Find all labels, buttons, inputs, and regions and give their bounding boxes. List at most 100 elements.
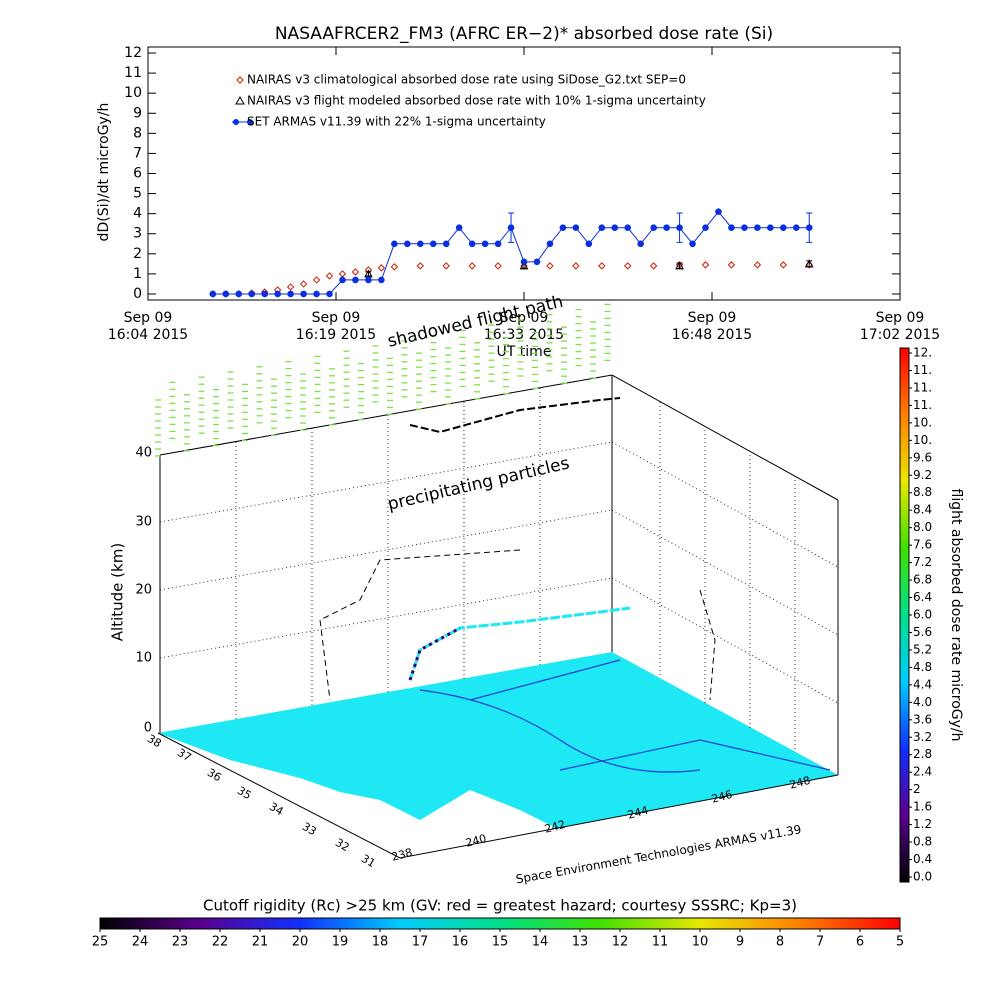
lon-tick: 248 [788,774,812,792]
data-point [222,290,230,298]
colorbars: 0.0 0.4 0.8 1.2 1.6 2 2.4 2.8 3.2 3.6 4.0 4.4 4.8 5.2… [92,346,964,950]
colorbar-tick-label: 2.8 [913,747,932,761]
colorbar-tick-label: 0.0 [913,870,932,884]
colorbar-tick-label: 5 [896,935,904,950]
shadow-path [409,397,621,434]
colorbar-tick-label: 21 [252,935,269,950]
data-point [520,258,528,266]
error-bar [365,271,372,277]
colorbar-tick-label: 10. [913,415,932,429]
data-point [468,240,476,248]
data-point [792,224,800,232]
colorbar-tick-label: 2 [913,782,921,796]
data-point [274,290,281,298]
y-tick-label: 6 [133,166,142,182]
lat-tick: 37 [175,746,194,764]
data-point [352,276,359,284]
colorbar-tick-label: 6.0 [913,608,932,622]
data-point [209,290,217,298]
colorbar-tick-label: 1.6 [913,800,932,814]
data-point [404,240,411,248]
colorbar-tick-label: 11. [913,380,932,394]
data-point [299,280,308,288]
legend-label: NAIRAS v3 flight modeled absorbed dose r… [247,94,706,108]
colorbar-tick-label: 7.2 [913,555,932,569]
colorbar-tick-label: 8.8 [913,485,932,499]
data-point [728,224,735,232]
colorbar-tick-label: 0.4 [913,852,932,866]
data-point [805,224,813,232]
data-point [339,276,346,284]
data-point [235,290,243,298]
x-tick-label: Sep 09 16:33 2015 [484,310,564,343]
alt-tick: 0 [144,721,152,736]
colorbar-tick-label: 10 [692,935,709,950]
data-point [312,276,321,284]
data-point [701,261,710,269]
colorbar-tick-label: 19 [332,935,349,950]
data-point [325,272,334,280]
colorbar-tick-label: 9.2 [913,468,932,482]
data-point [754,224,761,232]
data-point [378,276,385,284]
colorbar-tick-label: 18 [372,935,389,950]
chart-title: NASAAFRCER2_FM3 (AFRC ER−2)* absorbed do… [275,24,773,44]
y-tick-label: 8 [133,125,142,141]
legend-symbol [236,76,244,84]
legend-label: NAIRAS v3 climatological absorbed dose r… [247,73,686,87]
colorbar-tick-label: 10. [913,433,932,447]
x-tick-label: Sep 09 16:04 2015 [108,310,188,343]
projection [319,549,716,701]
data-point [300,290,307,298]
colorbar-tick-label: 7 [816,935,824,950]
data-point [572,262,580,270]
colorbar-tick-label: 6 [856,935,864,950]
y-tick-label: 3 [133,226,142,242]
colorbar-label: Cutoff rigidity (Rc) >25 km (GV: red = g… [203,897,797,915]
data-point [286,283,295,291]
y-tick-label: 5 [133,186,142,202]
data-point [637,240,644,248]
data-point [365,276,372,284]
data-point [261,290,268,298]
alt-tick: 10 [135,651,152,666]
data-point [689,240,696,248]
x-axis-label: UT time [497,344,552,360]
colorbar-tick-label: 0.8 [913,835,932,849]
y-tick-label: 12 [124,45,142,61]
box-3d [157,374,839,859]
colorbar [899,347,910,883]
legend-label: SET ARMAS v11.39 with 22% 1-sigma uncert… [247,115,546,129]
colorbar-tick-label: 2.4 [913,765,932,779]
data-point [675,261,684,270]
data-point [519,261,529,270]
lon-tick: 246 [710,788,734,806]
data-point [598,262,606,270]
colorbar-tick-label: 16 [452,935,469,950]
flight-path [408,606,631,681]
y-tick-label: 9 [133,105,142,121]
alt-tick: 30 [135,515,152,530]
colorbar-tick-label: 11. [913,363,932,377]
y-tick-label: 1 [133,266,142,282]
data-point [559,224,567,232]
x-tick-label: Sep 09 16:48 2015 [672,310,752,343]
legend-symbol [233,119,239,125]
y-tick-label: 7 [133,145,142,161]
data-point [649,262,658,270]
colorbar-tick-label: 4.4 [913,677,932,691]
colorbar-tick-label: 20 [292,935,309,950]
colorbar-tick-label: 5.2 [913,642,932,656]
data-point [377,264,386,272]
colorbar-tick-label: 7.6 [913,538,932,552]
colorbar-tick-label: 8 [776,935,784,950]
y-tick-label: 2 [133,246,142,262]
colorbar-tick-label: 1.2 [913,817,932,831]
colorbar [99,917,901,930]
data-point [650,224,657,232]
colorbar-tick-label: 11. [913,398,932,412]
alt-tick: 40 [135,446,152,461]
lon-tick: 238 [390,846,414,864]
colorbar-tick-label: 12. [913,346,932,360]
legend-symbol [235,95,245,105]
